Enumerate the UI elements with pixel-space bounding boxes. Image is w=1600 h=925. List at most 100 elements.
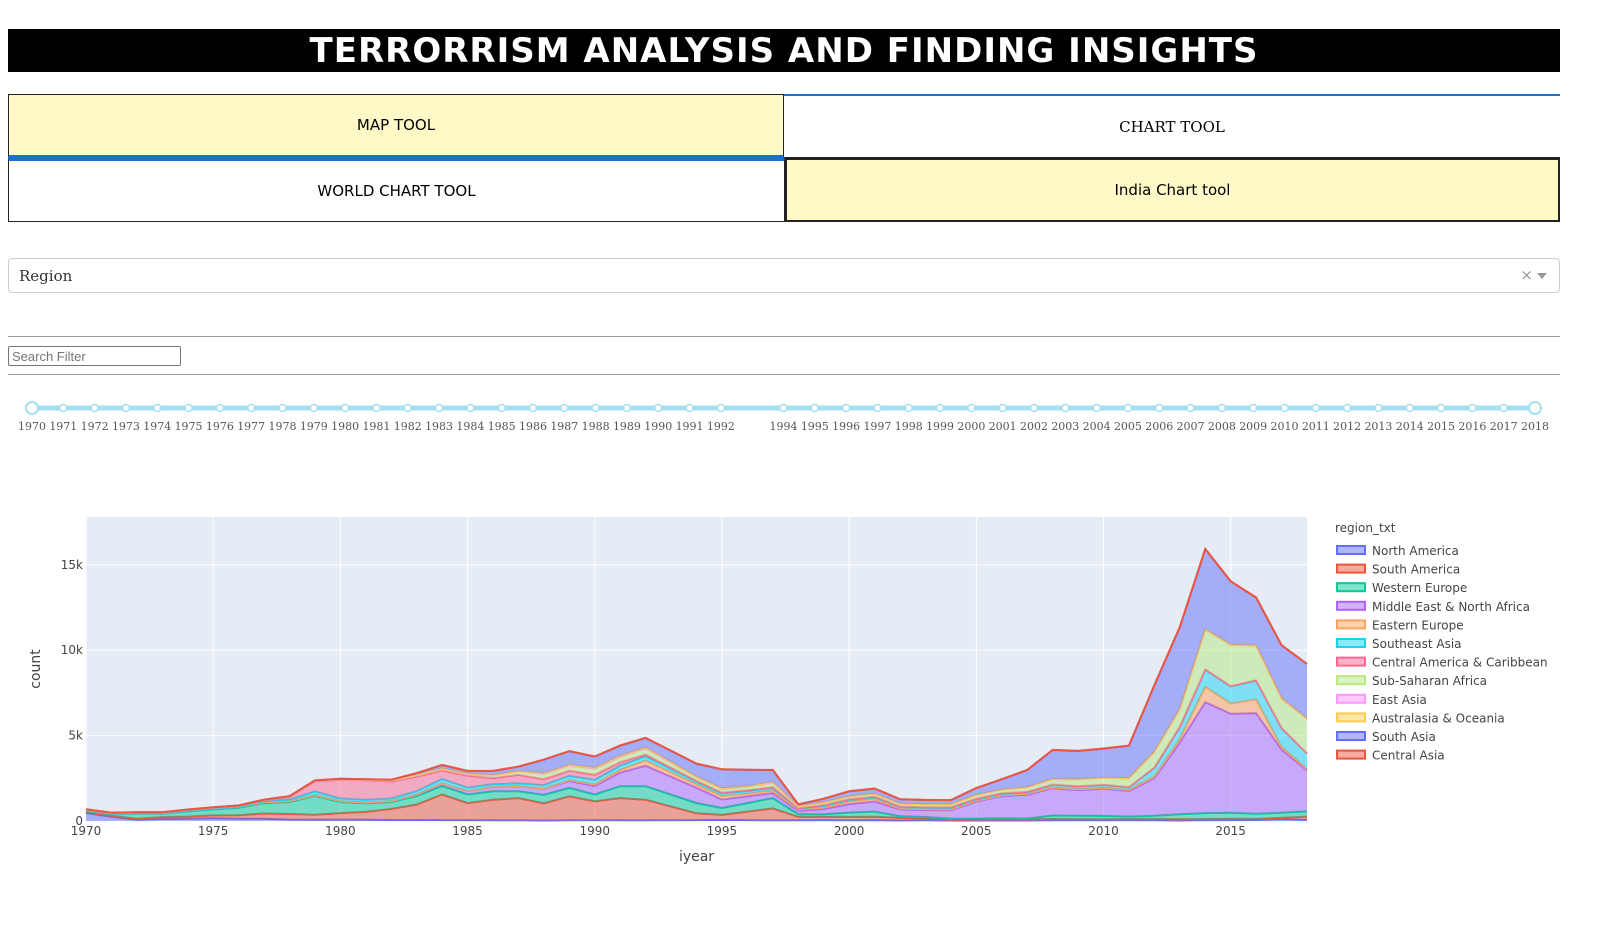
slider-mark-label: 1972 (81, 420, 109, 433)
tab-map-tool-label: MAP TOOL (356, 116, 436, 134)
legend-item-label[interactable]: Middle East & North Africa (1372, 600, 1530, 614)
slider-mark-dot (403, 403, 412, 413)
legend-item-label[interactable]: Southeast Asia (1372, 637, 1462, 651)
divider-top (8, 336, 1560, 337)
tab-india-chart-tool[interactable]: India Chart tool (785, 158, 1560, 222)
year-range-slider[interactable]: 1970 1971 1972 1973 1974 1975 1976 1977 1978 1979… (0, 390, 1600, 440)
x-tick-label: 1985 (452, 824, 483, 838)
slider-mark-dot (1155, 403, 1164, 413)
legend-swatch[interactable] (1336, 675, 1366, 686)
slider-mark-label: 1971 (49, 420, 77, 433)
slider-mark-dot (1029, 403, 1039, 413)
legend-item-label[interactable]: Central Asia (1372, 749, 1445, 763)
x-tick-label: 1970 (71, 824, 102, 838)
slider-mark-label: 2008 (1208, 420, 1236, 433)
legend-item-label[interactable]: Central America & Caribbean (1372, 656, 1548, 670)
slider-mark-label: 2000 (957, 420, 985, 433)
slider-mark-label: 1983 (425, 420, 453, 433)
slider-mark-dot (810, 403, 820, 413)
slider-mark-label: 2018 (1521, 420, 1549, 433)
slider-mark-dot (1468, 403, 1477, 413)
y-axis-label: count (28, 649, 44, 689)
area-western-europe (86, 786, 1307, 820)
slider-mark-dot (1061, 403, 1070, 413)
x-axis-label: iyear (679, 849, 714, 865)
legend-swatch[interactable] (1336, 638, 1366, 648)
clear-x-icon[interactable]: × (1520, 266, 1533, 284)
slider-mark-label: 2015 (1427, 420, 1455, 433)
slider-mark-label: 1987 (550, 420, 578, 433)
slider-handle-min[interactable] (25, 401, 39, 415)
area-middle-east-north-africa (86, 702, 1307, 819)
slider-mark-label: 1970 (18, 420, 46, 433)
slider-mark-dot (622, 403, 632, 413)
region-dropdown[interactable]: Region × (8, 258, 1560, 293)
legend-swatch[interactable] (1336, 619, 1366, 630)
slider-mark-dot (1248, 403, 1258, 413)
slider-mark-dot (591, 403, 600, 413)
tab-chart-tool[interactable]: CHART TOOL (784, 94, 1560, 158)
slider-mark-dot (1436, 403, 1446, 413)
slider-mark-dot (1342, 403, 1352, 413)
slider-mark-label: 1998 (895, 420, 923, 433)
legend-swatch[interactable] (1336, 600, 1366, 611)
legend-item-label[interactable]: South America (1372, 563, 1460, 577)
legend-swatch[interactable] (1336, 656, 1366, 667)
slider-mark-label: 2005 (1114, 420, 1142, 433)
chevron-down-icon[interactable] (1537, 273, 1547, 279)
legend-swatch[interactable] (1336, 545, 1366, 555)
tab-world-chart-tool[interactable]: WORLD CHART TOOL (8, 158, 785, 222)
legend-item-label[interactable]: East Asia (1372, 693, 1427, 707)
slider-mark-label: 1975 (175, 420, 203, 433)
x-tick-label: 2000 (834, 824, 865, 838)
slider-mark-dot (1374, 403, 1383, 413)
slider-mark-label: 1981 (362, 420, 390, 433)
slider-mark-label: 1978 (269, 420, 297, 433)
slider-mark-dot (873, 403, 882, 413)
slider-mark-dot (528, 403, 538, 413)
legend-item-label[interactable]: Eastern Europe (1372, 618, 1464, 632)
series-line-1 (85, 793, 1308, 821)
legend-swatch[interactable] (1336, 582, 1366, 593)
divider-bottom (8, 374, 1560, 375)
slider-mark-label: 1977 (237, 420, 265, 433)
y-tick-label: 0 (75, 814, 83, 828)
slider-mark-label: 1973 (112, 420, 140, 433)
slider-mark-dot (434, 403, 444, 413)
legend-item-label[interactable]: Australasia & Oceania (1372, 711, 1505, 725)
legend-item-label[interactable]: South Asia (1372, 730, 1436, 744)
legend-item-label[interactable]: Western Europe (1372, 581, 1467, 595)
slider-mark-label: 2016 (1458, 420, 1486, 433)
slider-mark-dot (278, 403, 287, 413)
legend-swatch[interactable] (1336, 731, 1366, 741)
tab-india-chart-tool-label: India Chart tool (1114, 181, 1231, 199)
x-tick-label: 1975 (198, 824, 229, 838)
tab-map-tool[interactable]: MAP TOOL (8, 94, 784, 158)
legend-item-label[interactable]: North America (1372, 544, 1459, 558)
legend-swatch[interactable] (1336, 693, 1366, 704)
x-tick-label: 1980 (325, 824, 356, 838)
slider-mark-label: 1976 (206, 420, 234, 433)
x-tick-label: 1990 (579, 824, 610, 838)
slider-mark-dot (1092, 403, 1101, 413)
legend-swatch[interactable] (1336, 749, 1366, 760)
slider-mark-dot (841, 403, 851, 413)
slider-mark-label: 2007 (1177, 420, 1205, 433)
slider-mark-dot (497, 403, 506, 413)
legend-item-label[interactable]: Sub-Saharan Africa (1372, 674, 1487, 688)
slider-mark-label: 1994 (770, 420, 798, 433)
slider-handle-max[interactable] (1528, 401, 1542, 415)
search-input[interactable] (8, 346, 181, 366)
legend-swatch[interactable] (1336, 563, 1366, 574)
slider-mark-dot (1217, 403, 1227, 413)
x-tick-label: 2010 (1088, 824, 1119, 838)
slider-mark-dot (184, 403, 193, 413)
slider-mark-label: 2014 (1396, 420, 1424, 433)
slider-mark-dot (560, 403, 569, 413)
slider-mark-label: 2004 (1083, 420, 1111, 433)
x-tick-label: 1995 (707, 824, 738, 838)
slider-mark-dot (1311, 403, 1321, 413)
dropdown-selected-value: Region (19, 267, 73, 285)
x-tick-label: 2005 (961, 824, 992, 838)
legend-swatch[interactable] (1336, 712, 1366, 723)
